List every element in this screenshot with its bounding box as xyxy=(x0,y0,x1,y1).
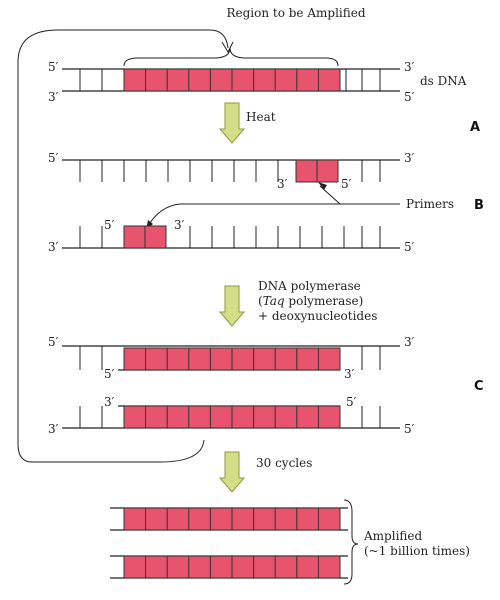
b-top-bases xyxy=(79,160,381,182)
taq-rest: polymerase) xyxy=(285,294,364,308)
denatured-bottom-strand: 5′ 3′ 3′ 5′ xyxy=(48,218,415,254)
cycles-label: 30 cycles xyxy=(256,456,312,470)
amplified-line2: (~1 billion times) xyxy=(364,544,470,558)
primer-bottom-5prime: 5′ xyxy=(104,218,115,232)
b-bottom-bases xyxy=(79,226,381,248)
primer-pointer-top-head xyxy=(318,182,327,190)
primer-pointer-bottom xyxy=(147,203,400,227)
amplified-product-2 xyxy=(110,555,348,579)
primer-pointer-top xyxy=(319,185,400,205)
ds-dna: 5′ 3′ 3′ 5′ ds DNA xyxy=(48,60,467,104)
cycles-arrow xyxy=(218,451,246,493)
c2-new-3prime: 3′ xyxy=(104,395,115,409)
ds-dna-target-region xyxy=(123,68,341,92)
primer-bottom xyxy=(123,225,167,249)
amplified-line1: Amplified xyxy=(363,529,423,543)
ds-dna-bottom-3prime: 3′ xyxy=(48,90,59,104)
heat-label: Heat xyxy=(246,110,276,124)
c1-new-5prime: 5′ xyxy=(104,367,115,381)
c1-top-3prime: 3′ xyxy=(404,335,415,349)
c2-new-5prime: 5′ xyxy=(346,395,357,409)
extended-duplex-2: 3′ 5′ 3′ 5′ xyxy=(48,395,415,436)
taq-open-paren: ( xyxy=(258,294,263,308)
b-top-5prime: 5′ xyxy=(48,151,59,165)
down-arrow-shape xyxy=(218,451,246,493)
step-label-c: C xyxy=(474,379,484,394)
title-region-to-be-amplified: Region to be Amplified xyxy=(226,6,365,20)
c2-bottom-3prime: 3′ xyxy=(48,422,59,436)
primer-bottom-3prime: 3′ xyxy=(174,218,185,232)
polymerase-line3: + deoxynucleotides xyxy=(258,309,377,323)
primer-top-5prime: 5′ xyxy=(341,177,352,191)
c2-bottom-5prime: 5′ xyxy=(404,422,415,436)
ds-dna-top-5prime: 5′ xyxy=(48,60,59,74)
amplified-brace xyxy=(343,499,359,585)
polymerase-line2: (Taq polymerase) xyxy=(258,294,363,308)
amplified-product-1 xyxy=(110,507,348,531)
ds-dna-label: ds DNA xyxy=(420,74,467,88)
c2-product xyxy=(123,405,341,429)
taq-italic: Taq xyxy=(263,294,285,308)
heat-arrow xyxy=(218,102,246,144)
step-label-a: A xyxy=(470,120,480,135)
step-label-b: B xyxy=(474,198,484,213)
polymerase-arrow xyxy=(218,285,246,327)
extended-duplex-1: 5′ 3′ 5′ 3′ xyxy=(48,335,415,381)
polymerase-line1: DNA polymerase xyxy=(258,279,361,293)
region-brace xyxy=(123,47,339,67)
ds-dna-base-pairs xyxy=(79,69,381,91)
primer-top xyxy=(295,159,339,183)
b-bottom-5prime: 5′ xyxy=(404,240,415,254)
c1-top-5prime: 5′ xyxy=(48,335,59,349)
down-arrow-shape xyxy=(218,102,246,144)
down-arrow-shape xyxy=(218,285,246,327)
c1-bases xyxy=(79,346,381,370)
primers-label: Primers xyxy=(406,197,454,211)
ds-dna-bottom-5prime: 5′ xyxy=(404,90,415,104)
ds-dna-top-3prime: 3′ xyxy=(404,60,415,74)
cycle-loop-line xyxy=(17,29,229,463)
c1-product xyxy=(123,347,341,371)
b-top-3prime: 3′ xyxy=(404,151,415,165)
cycle-loop-arrowhead xyxy=(221,41,234,54)
c1-new-3prime: 3′ xyxy=(344,367,355,381)
denatured-top-strand: 5′ 3′ 3′ 5′ xyxy=(48,151,415,191)
c2-bases xyxy=(79,406,381,428)
b-bottom-3prime: 3′ xyxy=(48,240,59,254)
primer-top-3prime: 3′ xyxy=(277,177,288,191)
